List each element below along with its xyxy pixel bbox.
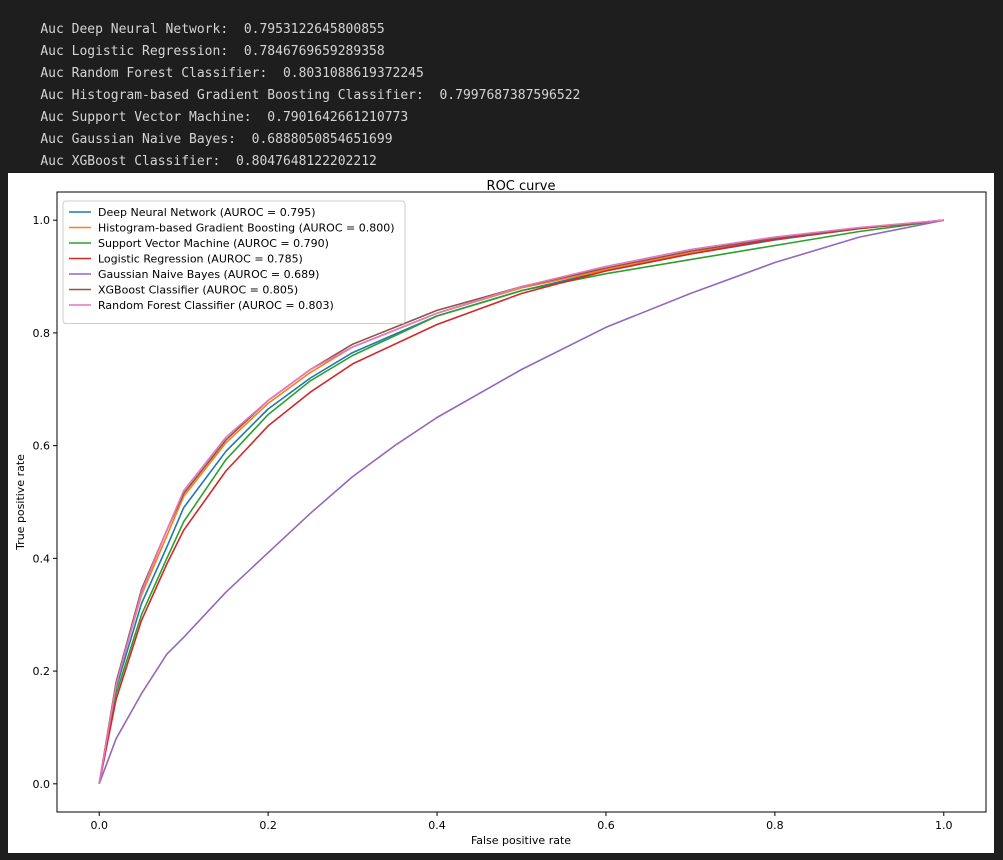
cell-output: Auc Deep Neural Network: 0.7953122645800… bbox=[0, 0, 1003, 172]
legend-entry: Histogram-based Gradient Boosting (AUROC… bbox=[98, 222, 395, 235]
y-axis-label: True positive rate bbox=[14, 454, 27, 551]
legend-entry: Gaussian Naive Bayes (AUROC = 0.689) bbox=[98, 268, 319, 281]
output-line-hgb: Auc Histogram-based Gradient Boosting Cl… bbox=[9, 72, 580, 120]
x-axis-label: False positive rate bbox=[471, 834, 571, 847]
y-tick-label: 0.2 bbox=[33, 665, 51, 678]
series-line-2 bbox=[98, 219, 944, 784]
output-value: 0.6888050854651699 bbox=[251, 132, 393, 147]
series-line-4 bbox=[98, 219, 944, 785]
y-tick-label: 0.0 bbox=[33, 778, 51, 791]
x-tick-label: 0.6 bbox=[597, 819, 615, 832]
output-label: Auc Histogram-based Gradient Boosting Cl… bbox=[40, 88, 424, 103]
output-value: 0.7846769659289358 bbox=[243, 44, 385, 59]
legend: Deep Neural Network (AUROC = 0.795) Histo… bbox=[62, 200, 406, 324]
x-tick-label: 0.0 bbox=[90, 819, 108, 832]
y-tick-label: 1.0 bbox=[33, 214, 51, 227]
legend-entry: XGBoost Classifier (AUROC = 0.805) bbox=[98, 284, 298, 297]
legend-entry: Deep Neural Network (AUROC = 0.795) bbox=[98, 206, 316, 219]
x-tick-label: 1.0 bbox=[935, 819, 953, 832]
legend-entry: Random Forest Classifier (AUROC = 0.803) bbox=[98, 299, 334, 312]
output-line-gnb: Auc Gaussian Naive Bayes: 0.688805085465… bbox=[9, 116, 393, 164]
output-label: Auc XGBoost Classifier: bbox=[40, 154, 221, 169]
x-tick-label: 0.8 bbox=[766, 819, 784, 832]
output-value: 0.7953122645800855 bbox=[243, 22, 385, 37]
legend-entry: Logistic Regression (AUROC = 0.785) bbox=[98, 253, 303, 266]
output-label: Auc Logistic Regression: bbox=[40, 44, 229, 59]
output-label: Auc Support Vector Machine: bbox=[40, 110, 252, 125]
output-value: 0.8047648122202212 bbox=[235, 154, 377, 169]
y-tick-label: 0.4 bbox=[33, 552, 51, 565]
roc-figure: ROC curve False positive rate True posit… bbox=[8, 173, 994, 853]
series-line-3 bbox=[98, 219, 944, 784]
series-lines bbox=[98, 219, 944, 785]
output-value: 0.7997687387596522 bbox=[439, 88, 581, 103]
output-value: 0.7901642661210773 bbox=[267, 110, 409, 125]
output-line-logreg: Auc Logistic Regression: 0.7846769659289… bbox=[9, 28, 385, 76]
y-tick-label: 0.6 bbox=[33, 440, 51, 453]
output-line-svm: Auc Support Vector Machine: 0.7901642661… bbox=[9, 94, 408, 142]
output-line-xgb: Auc XGBoost Classifier: 0.80476481222022… bbox=[9, 138, 377, 186]
series-line-6 bbox=[98, 219, 944, 784]
output-value: 0.8031088619372245 bbox=[282, 66, 424, 81]
output-label: Auc Deep Neural Network: bbox=[40, 22, 229, 37]
output-label: Auc Gaussian Naive Bayes: bbox=[40, 132, 236, 147]
output-label: Auc Random Forest Classifier: bbox=[40, 66, 268, 81]
roc-chart: ROC curve False positive rate True posit… bbox=[14, 179, 987, 847]
y-tick-label: 0.8 bbox=[33, 327, 51, 340]
x-tick-label: 0.4 bbox=[428, 819, 446, 832]
output-line-rf: Auc Random Forest Classifier: 0.80310886… bbox=[9, 50, 424, 98]
legend-entry: Support Vector Machine (AUROC = 0.790) bbox=[98, 237, 329, 250]
chart-title: ROC curve bbox=[487, 179, 556, 194]
legend-box bbox=[62, 200, 406, 324]
x-tick-label: 0.2 bbox=[259, 819, 277, 832]
axis-ticks: 0.0 0.2 0.4 0.6 0.8 1.0 0.0 0.2 0.4 0.6 0.8 1.0 bbox=[33, 214, 953, 832]
output-line-dnn: Auc Deep Neural Network: 0.7953122645800… bbox=[9, 6, 385, 54]
